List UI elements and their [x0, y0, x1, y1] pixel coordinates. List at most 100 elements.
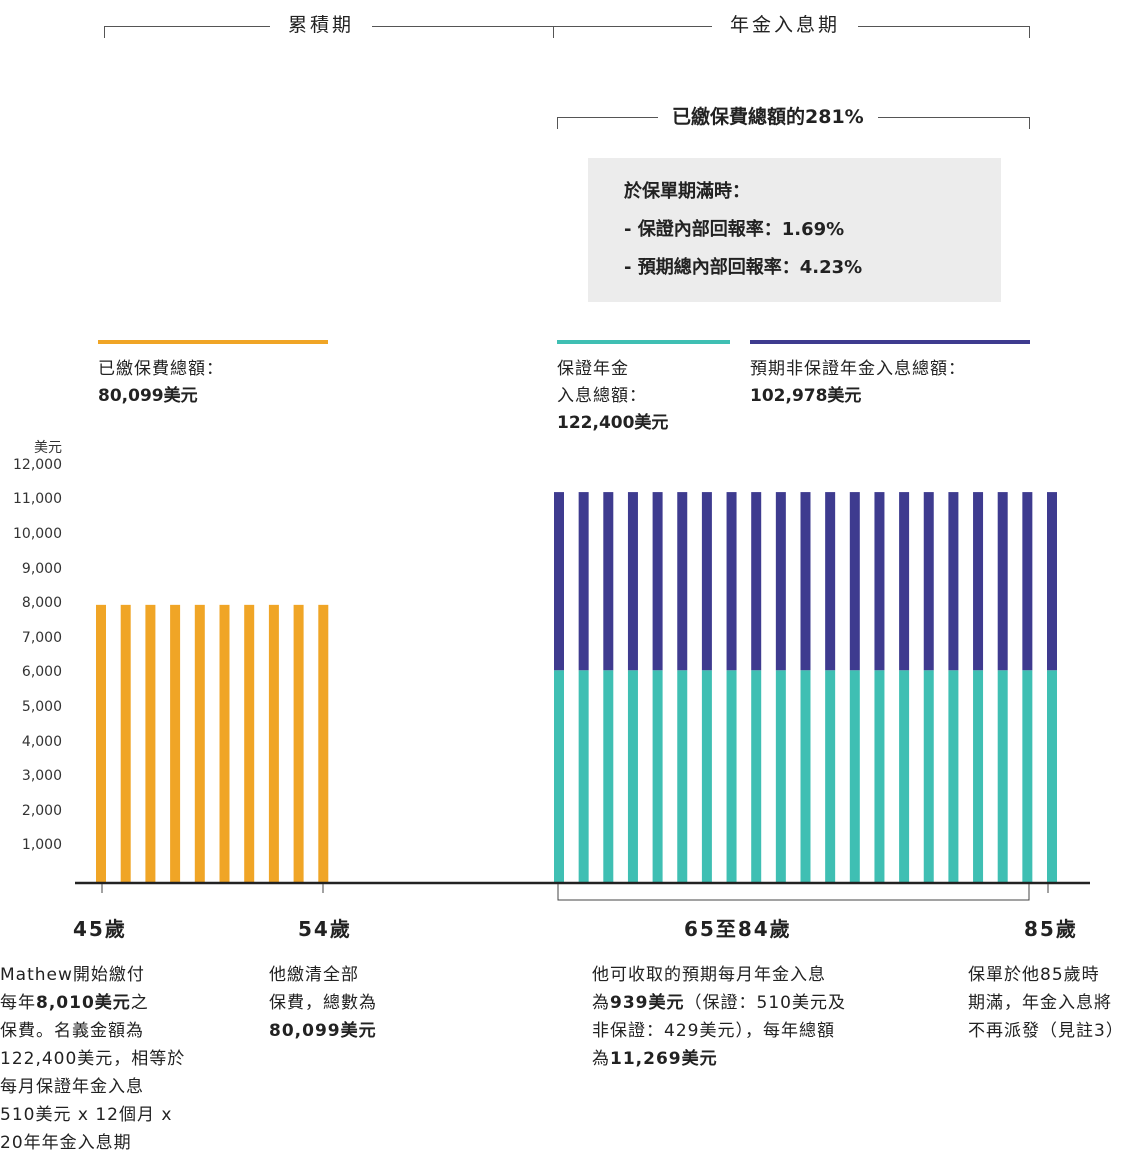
guaranteed-bar: [1047, 670, 1057, 882]
summary-bracket: 已繳保費總額的281%: [0, 95, 1144, 135]
guaranteed-bar: [627, 670, 638, 882]
note-age-65-84: 他可收取的預期每月年金入息 為939美元（保證：510美元及 非保證：429美元…: [592, 961, 922, 1073]
maturity-heading: 於保單期滿時：: [624, 181, 750, 202]
non-guaranteed-bar: [825, 492, 836, 671]
note-45-line-4: 122,400美元，相等於: [0, 1049, 186, 1069]
premium-bar: [268, 604, 279, 882]
non-guaranteed-bar: [948, 492, 959, 671]
y-tick-label: 10,000: [13, 526, 62, 542]
guaranteed-bar: [973, 670, 984, 882]
legend-premium-value: 80,099美元: [98, 386, 198, 406]
guaranteed-bar: [652, 670, 663, 882]
summary-title: 已繳保費總額的281%: [658, 102, 878, 129]
guaranteed-bar: [997, 670, 1008, 882]
note-45-line-5: 每月保證年金入息: [0, 1077, 144, 1097]
bar-chart: [75, 492, 1090, 901]
legend-premium-label: 已繳保費總額：: [98, 359, 224, 379]
guaranteed-bar: [923, 670, 934, 882]
note-54-line-1: 他繳清全部: [269, 965, 359, 985]
premium-bar: [244, 604, 255, 882]
non-guaranteed-bar: [849, 492, 860, 671]
phase-bracket: 累積期 年金入息期: [0, 0, 1144, 45]
legend-guaranteed-label-1: 保證年金: [557, 359, 629, 379]
guaranteed-bar: [751, 670, 762, 882]
age-label-45: 45歲: [73, 917, 127, 941]
y-tick-label: 4,000: [21, 733, 62, 750]
guaranteed-bar: [701, 670, 712, 882]
projected-irr: - 預期總內部回報率：4.23%: [624, 257, 863, 278]
premium-bar: [194, 604, 205, 882]
note-85-line-3: 不再派發（見註3）: [968, 1021, 1124, 1041]
non-guaranteed-bar: [677, 492, 688, 671]
y-tick-label: 1,000: [21, 837, 62, 854]
legend-non-guaranteed-swatch: [750, 340, 1030, 344]
note-age-54: 他繳清全部 保費，總數為 80,099美元: [269, 961, 449, 1045]
age-label-54: 54歲: [298, 917, 352, 941]
non-guaranteed-bar: [1047, 492, 1057, 671]
y-tick-label: 7,000: [21, 629, 62, 646]
legend-guaranteed-swatch: [557, 340, 730, 344]
age-label-65-84: 65至84歲: [684, 917, 792, 941]
guaranteed-bar: [874, 670, 885, 882]
y-tick-label: 2,000: [21, 802, 62, 819]
guaranteed-bar: [1022, 670, 1033, 882]
guaranteed-bar: [726, 670, 737, 882]
non-guaranteed-bar: [554, 492, 564, 671]
note-45-line-1: Mathew開始繳付: [0, 965, 145, 985]
non-guaranteed-bar: [726, 492, 737, 671]
note-65-line-2: 為939美元（保證：510美元及: [592, 993, 846, 1013]
guaranteed-bar: [948, 670, 959, 882]
legend-non-guaranteed: 預期非保證年金入息總額： 102,978美元: [750, 340, 1030, 410]
note-85-line-2: 期滿，年金入息將: [968, 993, 1112, 1013]
guaranteed-bar: [554, 670, 564, 882]
y-tick-label: 8,000: [21, 595, 62, 612]
age-label-85: 85歲: [1024, 917, 1078, 941]
guaranteed-bar: [825, 670, 836, 882]
non-guaranteed-bar: [973, 492, 984, 671]
note-85-line-1: 保單於他85歲時: [968, 965, 1100, 985]
legend-premium-swatch: [98, 340, 328, 344]
note-45-line-7: 20年年金入息期: [0, 1133, 132, 1153]
premium-bar: [145, 604, 156, 882]
y-tick-label: 9,000: [21, 560, 62, 577]
legend-premium: 已繳保費總額： 80,099美元: [98, 340, 328, 410]
guaranteed-irr: - 保證內部回報率：1.69%: [624, 219, 845, 240]
annuity-range-bracket: [557, 884, 1030, 901]
non-guaranteed-bar: [775, 492, 786, 671]
guaranteed-bar: [899, 670, 910, 882]
non-guaranteed-bar: [603, 492, 614, 671]
note-54-line-2: 保費，總數為: [269, 993, 377, 1013]
maturity-box: 於保單期滿時： - 保證內部回報率：1.69% - 預期總內部回報率：4.23%: [588, 158, 1001, 302]
y-tick-label: 5,000: [21, 699, 62, 715]
note-age-45: Mathew開始繳付 每年8,010美元之 保費。名義金額為 122,400美元…: [0, 961, 230, 1157]
y-tick-label: 11,000: [13, 491, 62, 508]
note-65-line-3: 非保證：429美元），每年總額: [592, 1021, 835, 1041]
non-guaranteed-bar: [652, 492, 663, 671]
note-45-line-6: 510美元 x 12個月 x: [0, 1105, 173, 1125]
non-guaranteed-bar: [899, 492, 910, 671]
premium-bar: [318, 604, 329, 882]
non-guaranteed-bar: [578, 492, 589, 671]
non-guaranteed-bar: [874, 492, 885, 671]
non-guaranteed-bar: [627, 492, 638, 671]
legend-non-guaranteed-value: 102,978美元: [750, 386, 862, 406]
y-tick-label: 3,000: [21, 768, 62, 785]
note-65-line-4: 為11,269美元: [592, 1049, 718, 1069]
note-age-85: 保單於他85歲時 期滿，年金入息將 不再派發（見註3）: [968, 961, 1144, 1045]
guaranteed-bar: [800, 670, 811, 882]
premium-bar: [120, 604, 131, 882]
note-54-line-3: 80,099美元: [269, 1021, 377, 1041]
premium-bar: [170, 604, 181, 882]
non-guaranteed-bar: [701, 492, 712, 671]
non-guaranteed-bar: [800, 492, 811, 671]
guaranteed-bar: [849, 670, 860, 882]
premium-bar: [293, 604, 304, 882]
guaranteed-bar: [603, 670, 614, 882]
annuity-phase-label: 年金入息期: [712, 10, 859, 37]
y-tick-label: 12,000: [13, 456, 62, 473]
note-45-line-3: 保費。名義金額為: [0, 1021, 144, 1041]
guaranteed-bar: [578, 670, 589, 882]
note-45-line-2: 每年8,010美元之: [0, 993, 149, 1013]
guaranteed-bar: [677, 670, 688, 882]
legend-guaranteed: 保證年金 入息總額： 122,400美元: [557, 340, 730, 437]
